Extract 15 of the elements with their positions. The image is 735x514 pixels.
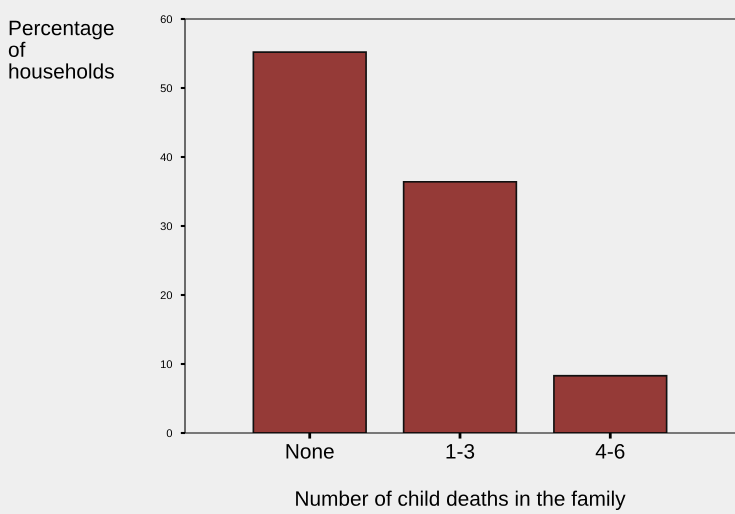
bar [252,51,367,433]
bar [553,374,668,433]
x-axis-title: Number of child deaths in the family [296,490,626,510]
y-tick-label: 60 [160,15,172,24]
x-tick-label: 4-6 [596,444,624,459]
y-tick-label: 40 [160,153,172,162]
x-tick-label: 1-3 [446,444,474,459]
y-tick-label: 30 [160,222,172,230]
y-tick-label: 50 [160,84,172,92]
y-tick-label: 10 [160,360,172,368]
x-tick-label: None [286,444,334,459]
bar [402,181,518,433]
y-tick-label: 0 [166,429,172,438]
y-axis-title: Percentage of households [8,20,114,79]
y-tick-label: 20 [160,291,172,300]
